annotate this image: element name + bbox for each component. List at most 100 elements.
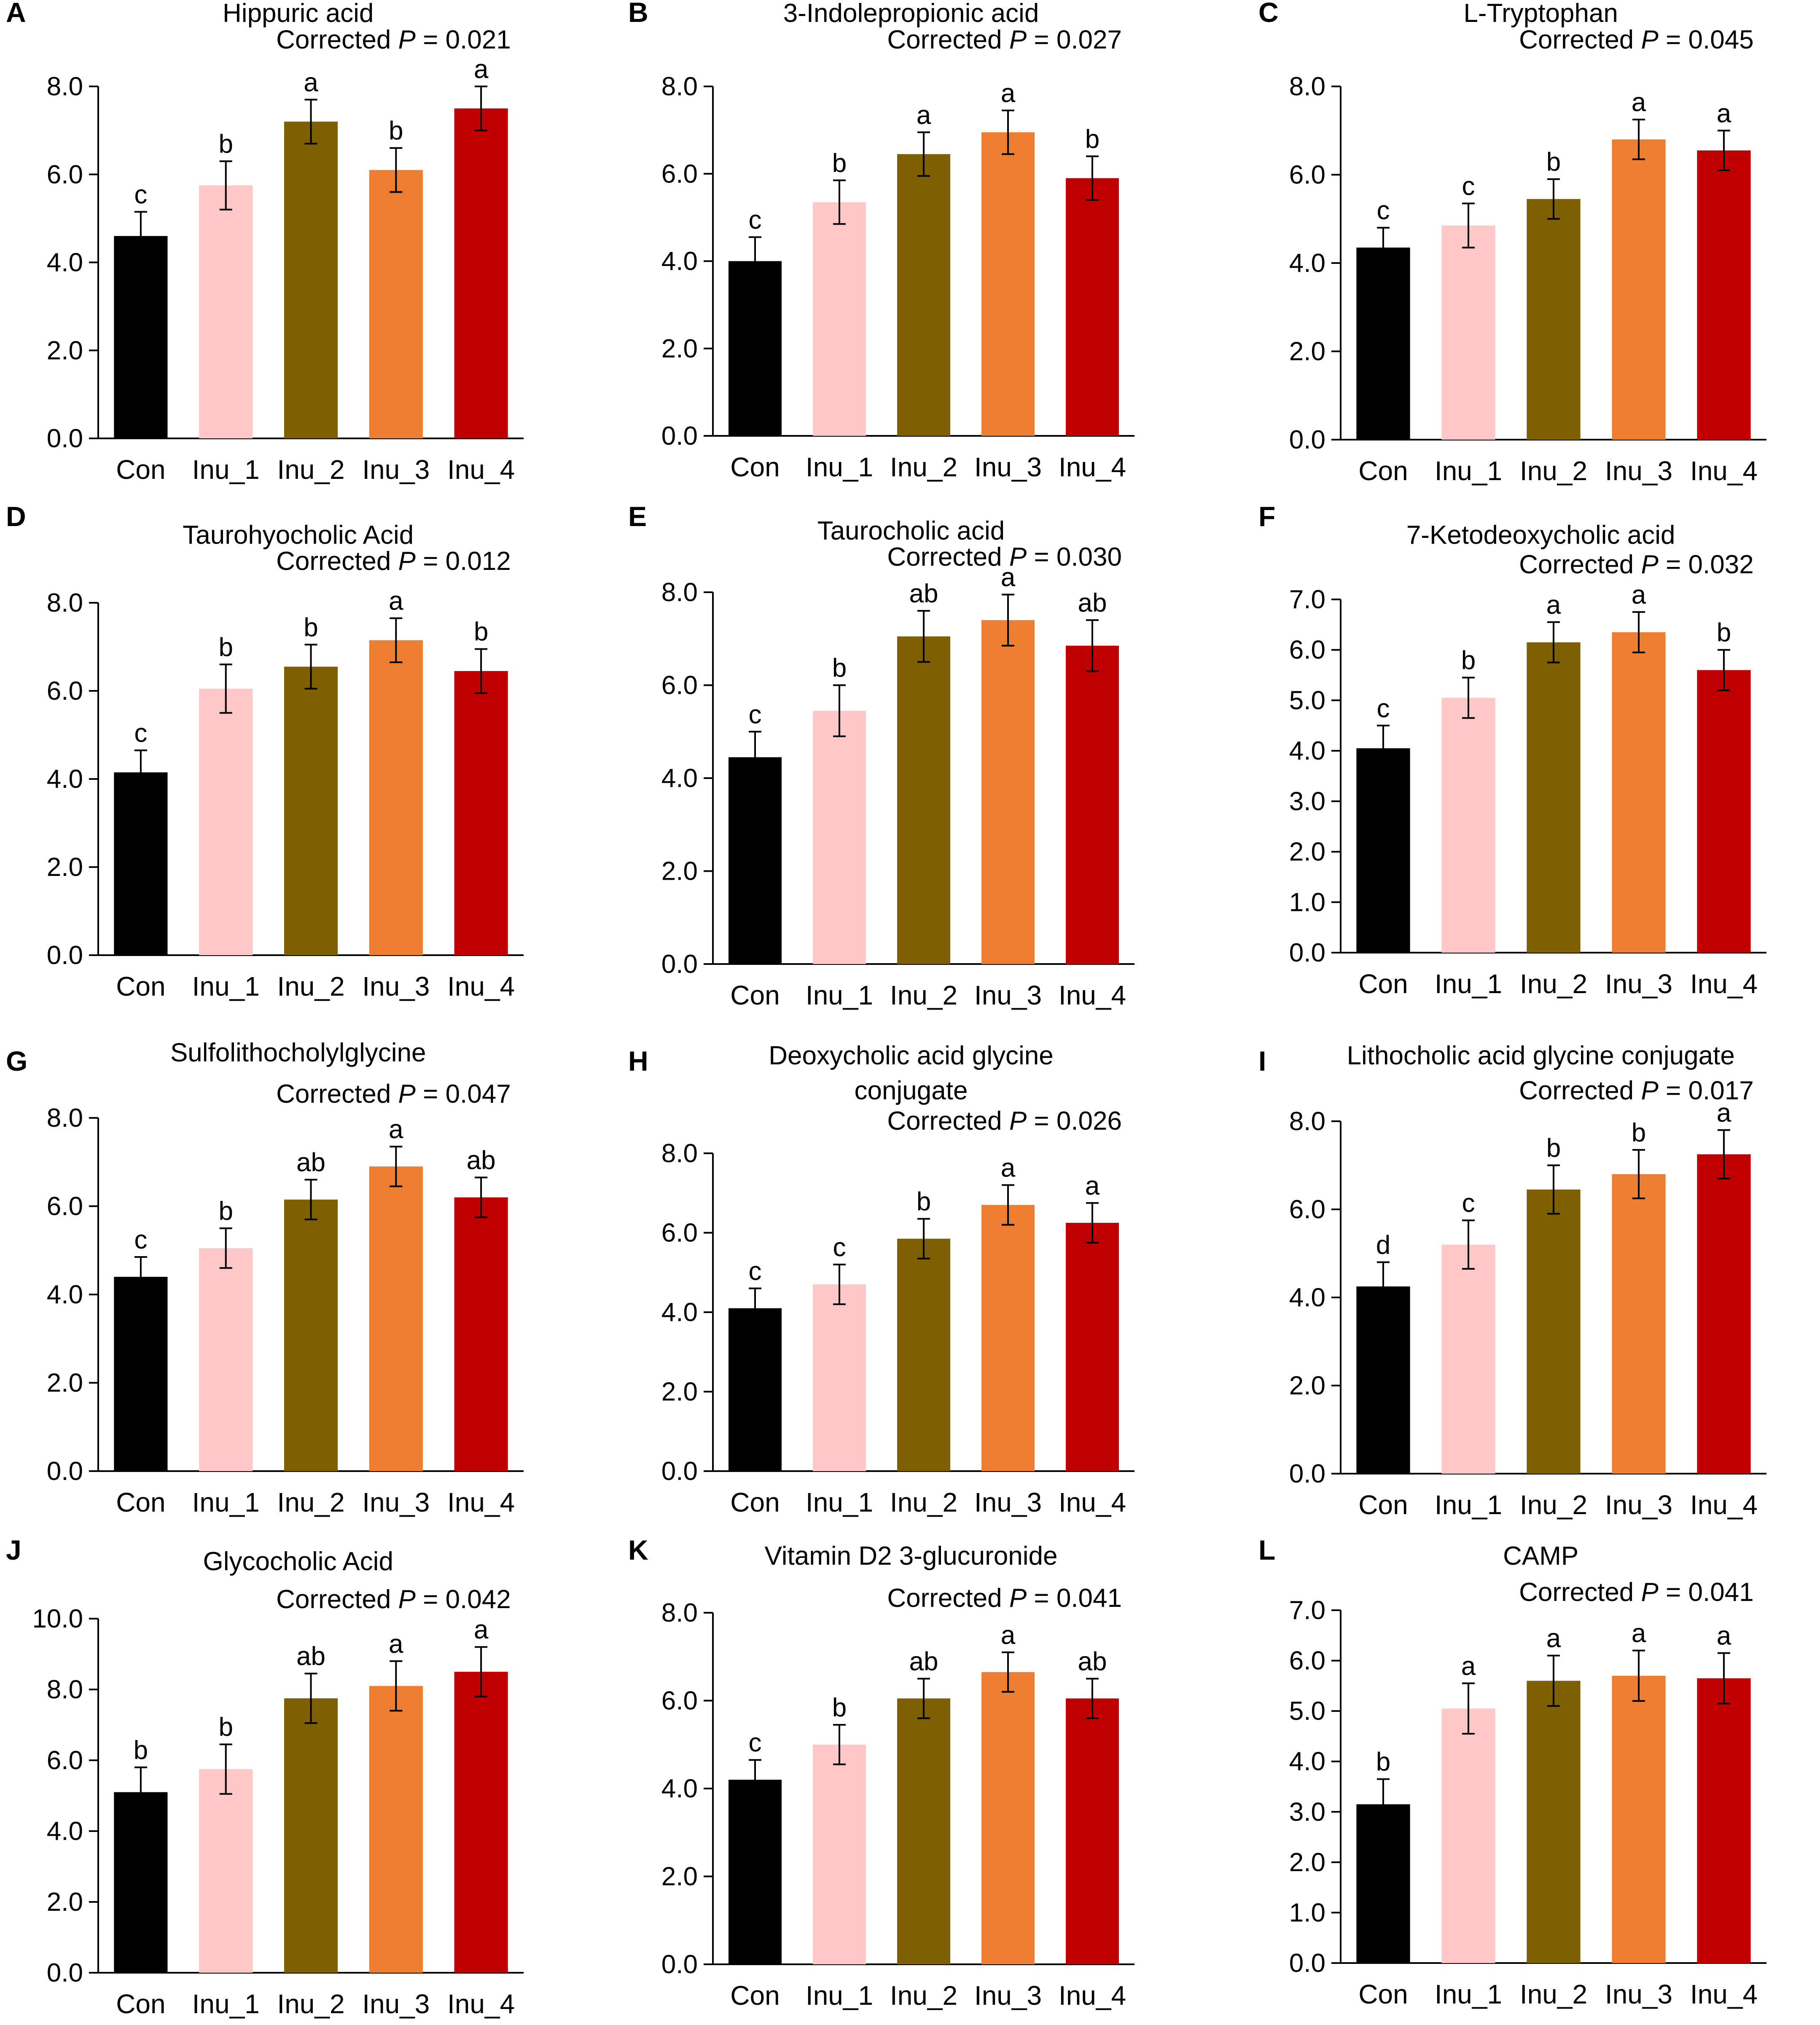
bar-inu-4 xyxy=(454,671,508,955)
bar-inu-2 xyxy=(1527,1189,1581,1474)
significance-letter: b xyxy=(1085,125,1100,154)
panel-letter: G xyxy=(6,1045,27,1077)
y-tick-label: 8.0 xyxy=(47,72,83,101)
chart-title: Hippuric acid xyxy=(223,0,374,28)
bar-inu-1 xyxy=(1441,1708,1495,1963)
y-tick-label: 6.0 xyxy=(661,1687,698,1716)
y-tick-label: 0.0 xyxy=(1289,1459,1325,1488)
bar-inu-3 xyxy=(1612,1676,1666,1963)
significance-letter: c xyxy=(134,180,147,209)
y-tick-label: 0.0 xyxy=(47,941,83,970)
bar-inu-1 xyxy=(1441,1244,1495,1474)
x-category-label: Inu_3 xyxy=(974,1980,1042,2011)
y-tick-label: 1.0 xyxy=(1289,1898,1325,1927)
chart-title-line2: conjugate xyxy=(855,1076,968,1105)
panel-letter: E xyxy=(628,501,647,532)
significance-letter: a xyxy=(304,68,318,97)
bar-con xyxy=(729,1308,782,1471)
x-category-label: Inu_2 xyxy=(1520,1979,1587,2009)
bar-inu-2 xyxy=(1527,642,1581,953)
significance-letter: a xyxy=(1085,1171,1100,1200)
bar-inu-3 xyxy=(369,640,423,955)
y-tick-label: 2.0 xyxy=(1289,1848,1325,1877)
significance-letter: a xyxy=(389,587,403,616)
y-tick-label: 7.0 xyxy=(1289,585,1325,614)
significance-letter: b xyxy=(1546,148,1561,177)
bar-inu-2 xyxy=(284,121,338,438)
significance-letter: b xyxy=(1632,1118,1646,1147)
x-category-label: Inu_1 xyxy=(806,1487,873,1517)
bar-inu-3 xyxy=(981,1672,1035,1964)
corrected-p-value: Corrected P = 0.045 xyxy=(1519,25,1754,54)
significance-letter: ab xyxy=(909,579,938,608)
bar-inu-2 xyxy=(897,636,950,964)
corrected-p-value: Corrected P = 0.026 xyxy=(887,1106,1122,1136)
x-category-label: Inu_2 xyxy=(1520,456,1587,486)
bar-inu-4 xyxy=(1697,670,1751,953)
y-tick-label: 0.0 xyxy=(1289,1949,1325,1978)
x-category-label: Inu_4 xyxy=(447,1487,515,1517)
chart-title: L-Tryptophan xyxy=(1463,0,1618,28)
x-category-label: Inu_1 xyxy=(1435,969,1502,999)
significance-letter: c xyxy=(749,206,762,235)
x-category-label: Inu_3 xyxy=(1605,1490,1672,1520)
x-category-label: Inu_1 xyxy=(806,1980,873,2011)
significance-letter: a xyxy=(474,1615,489,1644)
x-category-label: Con xyxy=(1358,969,1408,999)
significance-letter: a xyxy=(1632,580,1646,610)
x-category-label: Inu_3 xyxy=(974,980,1042,1010)
bar-inu-4 xyxy=(1697,150,1751,440)
bar-con xyxy=(114,236,168,438)
x-category-label: Con xyxy=(116,1487,165,1517)
y-tick-label: 4.0 xyxy=(661,764,698,793)
chart-title: 7-Ketodeoxycholic acid xyxy=(1406,521,1675,550)
bar-con xyxy=(1356,748,1410,953)
panel-letter: J xyxy=(6,1534,22,1566)
x-category-label: Inu_1 xyxy=(192,971,260,1002)
significance-letter: c xyxy=(1462,1189,1475,1218)
significance-letter: a xyxy=(1001,79,1016,108)
y-tick-label: 4.0 xyxy=(47,1817,83,1846)
significance-letter: a xyxy=(1717,1098,1731,1128)
x-category-label: Inu_4 xyxy=(1690,969,1758,999)
y-tick-label: 8.0 xyxy=(661,578,698,607)
x-category-label: Inu_2 xyxy=(1520,1490,1587,1520)
bar-inu-4 xyxy=(1066,1222,1119,1471)
significance-letter: a xyxy=(1001,1153,1016,1182)
bar-inu-3 xyxy=(981,1205,1035,1471)
x-category-label: Inu_4 xyxy=(1690,1979,1758,2009)
x-category-label: Con xyxy=(116,971,165,1002)
x-category-label: Con xyxy=(730,1980,780,2011)
y-tick-label: 6.0 xyxy=(661,671,698,700)
corrected-p-value: Corrected P = 0.030 xyxy=(887,543,1122,572)
significance-letter: b xyxy=(218,129,233,158)
corrected-p-value: Corrected P = 0.027 xyxy=(887,25,1122,54)
significance-letter: b xyxy=(134,1736,148,1765)
bar-con xyxy=(114,1792,168,1973)
bar-inu-1 xyxy=(813,1284,866,1471)
x-category-label: Con xyxy=(730,452,780,482)
x-category-label: Inu_4 xyxy=(1059,452,1126,482)
bar-inu-1 xyxy=(813,202,866,436)
significance-letter: ab xyxy=(1078,1647,1107,1676)
significance-letter: a xyxy=(1632,88,1646,117)
significance-letter: a xyxy=(1717,99,1731,128)
x-category-label: Inu_3 xyxy=(362,1989,430,2019)
x-category-label: Inu_2 xyxy=(277,1989,344,2019)
bar-con xyxy=(1356,1286,1410,1474)
panel-letter: D xyxy=(6,501,26,532)
x-category-label: Inu_3 xyxy=(1605,456,1672,486)
x-category-label: Inu_4 xyxy=(1690,456,1758,486)
x-category-label: Inu_1 xyxy=(1435,1490,1502,1520)
significance-letter: a xyxy=(1546,1624,1561,1653)
significance-letter: b xyxy=(917,1187,931,1217)
bar-inu-4 xyxy=(454,108,508,438)
significance-letter: b xyxy=(218,1713,233,1742)
panel-letter: B xyxy=(628,0,648,28)
significance-letter: a xyxy=(389,1630,403,1659)
panel-i: I Lithocholic acid glycine conjugate Corre… xyxy=(1258,1041,1766,1520)
y-tick-label: 0.0 xyxy=(661,950,698,979)
y-tick-label: 4.0 xyxy=(47,248,83,277)
bar-con xyxy=(1356,1804,1410,1963)
